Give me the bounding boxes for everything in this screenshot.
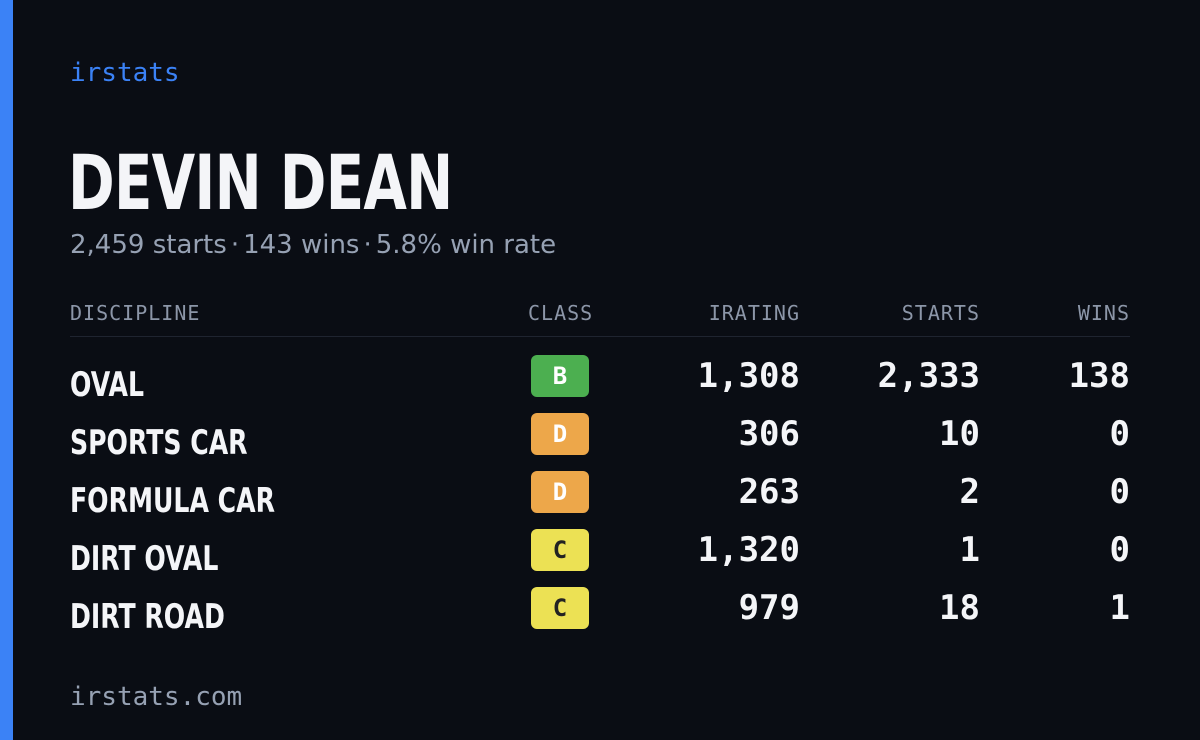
class-badge: D bbox=[531, 413, 589, 455]
table-row: FORMULA CAR D 263 2 0 bbox=[70, 469, 1130, 527]
irating-value: 263 bbox=[738, 472, 800, 512]
stats-table: DISCIPLINE CLASS IRATING STARTS WINS OVA… bbox=[70, 296, 1130, 643]
header-irating: IRATING bbox=[708, 301, 800, 325]
table-row: OVAL B 1,308 2,333 138 bbox=[70, 353, 1130, 411]
wins-value: 0 bbox=[1109, 530, 1130, 570]
discipline-label: DIRT ROAD bbox=[70, 597, 225, 637]
discipline-label: FORMULA CAR bbox=[70, 481, 275, 521]
wins-value: 1 bbox=[1109, 588, 1130, 628]
table-header: DISCIPLINE CLASS IRATING STARTS WINS bbox=[70, 296, 1130, 337]
header-starts: STARTS bbox=[901, 301, 980, 325]
starts-value: 1 bbox=[959, 530, 980, 570]
starts-value: 2,333 bbox=[877, 356, 980, 396]
wins-value: 138 bbox=[1068, 356, 1130, 396]
summary-wins: 143 wins bbox=[243, 230, 360, 260]
summary-win-rate: 5.8% win rate bbox=[375, 230, 557, 260]
header-class: CLASS bbox=[528, 301, 594, 325]
irating-value: 306 bbox=[738, 414, 800, 454]
table-row: DIRT ROAD C 979 18 1 bbox=[70, 585, 1130, 643]
class-badge: B bbox=[531, 355, 589, 397]
class-badge: C bbox=[531, 529, 589, 571]
starts-value: 2 bbox=[959, 472, 980, 512]
brand-logo: irstats bbox=[70, 58, 180, 88]
class-badge: C bbox=[531, 587, 589, 629]
discipline-label: OVAL bbox=[70, 365, 144, 405]
summary-starts: 2,459 starts bbox=[70, 230, 227, 260]
header-discipline: DISCIPLINE bbox=[70, 301, 201, 325]
discipline-label: DIRT OVAL bbox=[70, 539, 219, 579]
class-badge: D bbox=[531, 471, 589, 513]
summary-separator: · bbox=[363, 230, 372, 260]
table-row: DIRT OVAL C 1,320 1 0 bbox=[70, 527, 1130, 585]
accent-bar bbox=[0, 0, 13, 740]
header-wins: WINS bbox=[1077, 301, 1130, 325]
driver-name: DEVIN DEAN bbox=[68, 138, 453, 227]
irating-value: 1,308 bbox=[697, 356, 800, 396]
irating-value: 979 bbox=[738, 588, 800, 628]
wins-value: 0 bbox=[1109, 472, 1130, 512]
table-row: SPORTS CAR D 306 10 0 bbox=[70, 411, 1130, 469]
starts-value: 18 bbox=[939, 588, 980, 628]
irating-value: 1,320 bbox=[697, 530, 800, 570]
driver-summary: 2,459 starts · 143 wins · 5.8% win rate bbox=[70, 228, 556, 262]
footer-url: irstats.com bbox=[70, 682, 243, 712]
table-body: OVAL B 1,308 2,333 138 SPORTS CAR D 306 … bbox=[70, 337, 1130, 643]
wins-value: 0 bbox=[1109, 414, 1130, 454]
summary-separator: · bbox=[230, 230, 240, 260]
starts-value: 10 bbox=[939, 414, 980, 454]
discipline-label: SPORTS CAR bbox=[70, 423, 248, 463]
